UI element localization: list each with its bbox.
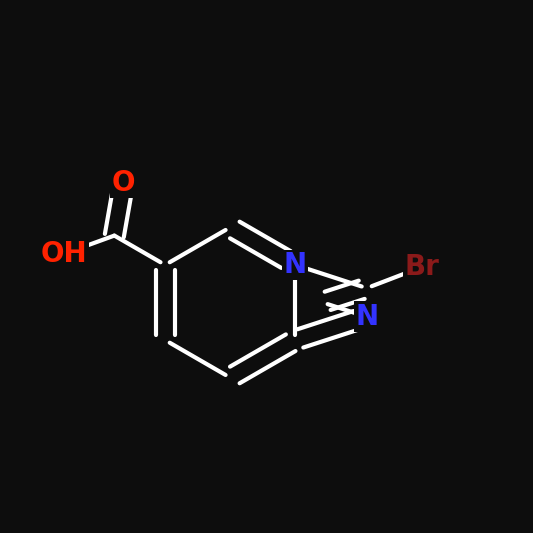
Text: N: N xyxy=(284,251,307,279)
Text: Br: Br xyxy=(404,253,439,281)
Text: O: O xyxy=(112,169,135,197)
Text: OH: OH xyxy=(41,240,87,268)
Text: N: N xyxy=(355,303,378,331)
